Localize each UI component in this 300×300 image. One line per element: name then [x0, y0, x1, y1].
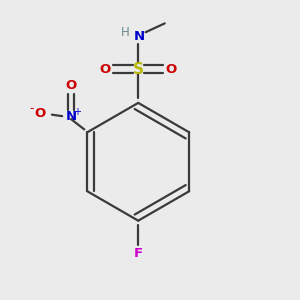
Text: -: -	[29, 102, 34, 115]
Text: O: O	[34, 107, 46, 120]
Text: N: N	[65, 110, 76, 123]
Text: N: N	[134, 30, 145, 43]
Text: +: +	[73, 107, 81, 117]
Text: O: O	[65, 79, 77, 92]
Text: H: H	[121, 26, 129, 39]
Text: O: O	[166, 62, 177, 76]
Text: F: F	[134, 247, 143, 260]
Text: O: O	[99, 62, 111, 76]
Text: S: S	[133, 61, 144, 76]
